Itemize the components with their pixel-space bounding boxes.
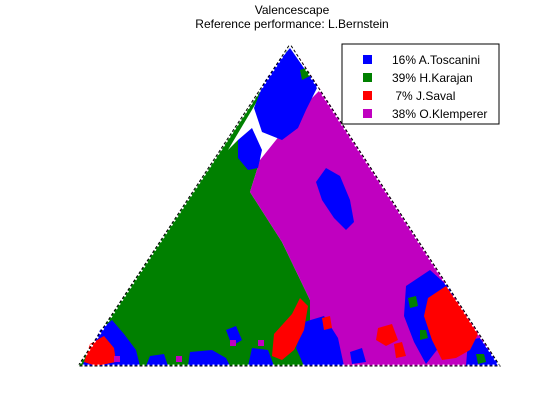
region-toscanini-2 — [238, 128, 262, 170]
legend-label-1: 16% A.Toscanini — [392, 53, 480, 67]
speck-klemperer-2 — [176, 356, 182, 362]
triangle-frame — [75, 41, 503, 368]
chart-subtitle: Reference performance: L.Bernstein — [195, 17, 388, 31]
region-toscanini-8 — [146, 354, 168, 366]
region-saval-2 — [272, 298, 308, 360]
region-toscanini-9 — [248, 348, 274, 366]
region-saval-1 — [424, 286, 478, 360]
legend-swatch-2 — [363, 73, 372, 82]
speck-karajan-4 — [476, 354, 486, 364]
region-toscanini-7 — [188, 350, 230, 366]
chart-title: Valencescape — [255, 3, 330, 17]
legend-swatch-4 — [363, 109, 372, 118]
speck-karajan-3 — [420, 330, 428, 340]
speck-klemperer-4 — [258, 340, 264, 346]
region-toscanini-11 — [226, 326, 242, 346]
island-layer — [82, 48, 500, 366]
speck-klemperer-1 — [114, 356, 120, 362]
legend-label-4: 38% O.Klemperer — [392, 107, 487, 121]
legend-swatch-1 — [363, 55, 372, 64]
triangle-tick-marks — [75, 41, 503, 368]
region-saval-5 — [394, 342, 406, 358]
ternary-plot — [75, 41, 503, 368]
region-toscanini-10 — [466, 338, 500, 366]
speck-klemperer-3 — [230, 340, 236, 346]
region-saval-3 — [84, 336, 116, 366]
legend-swatch-3 — [363, 91, 372, 100]
region-toscanini-3 — [316, 168, 354, 230]
legend-label-3: 7% J.Saval — [392, 89, 455, 103]
region-saval-4 — [376, 324, 398, 346]
region-toscanini-5 — [296, 316, 344, 366]
region-toscanini-12 — [350, 348, 366, 364]
legend: 16% A.Toscanini 39% H.Karajan 7% J.Saval 3… — [341, 43, 500, 125]
region-saval-6 — [322, 316, 332, 330]
speck-karajan-2 — [408, 296, 418, 308]
legend-label-2: 39% H.Karajan — [392, 71, 473, 85]
region-karajan — [78, 46, 310, 366]
